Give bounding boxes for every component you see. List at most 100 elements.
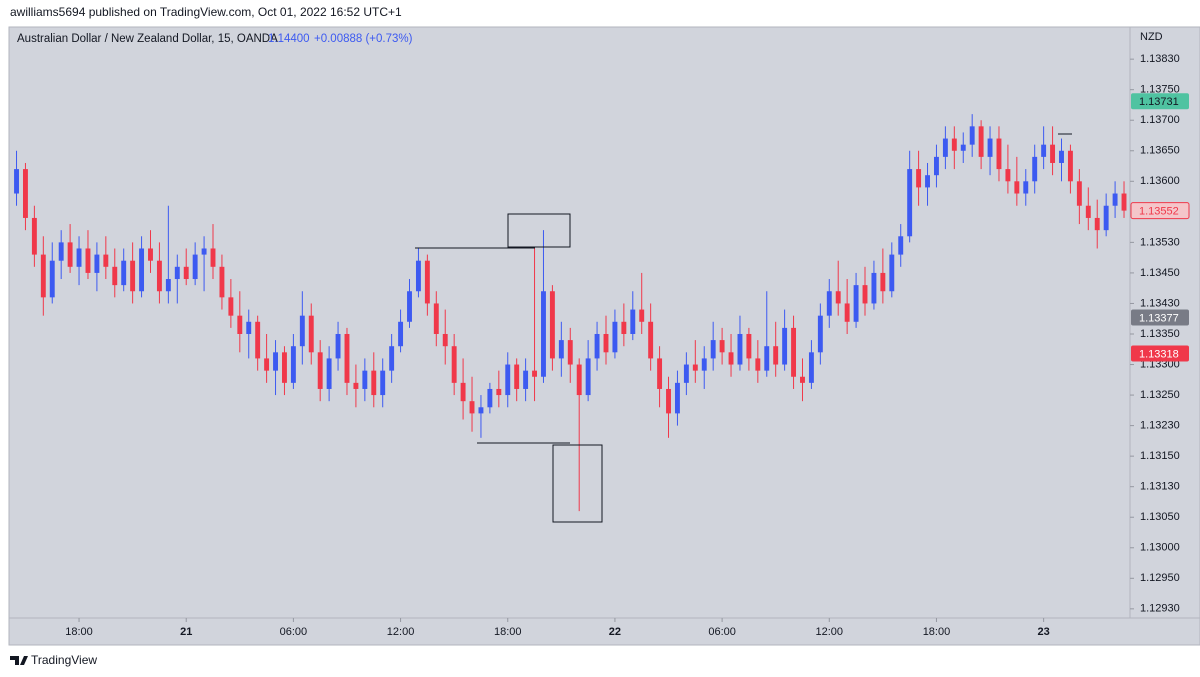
candle-body (558, 340, 564, 359)
candle-body (14, 169, 19, 194)
candle-body (380, 370, 386, 396)
candle-body (210, 248, 216, 267)
candle-body (22, 169, 28, 218)
candle-body (1005, 169, 1011, 182)
candle-body (442, 333, 448, 347)
y-tick-label: 1.13650 (1140, 145, 1180, 157)
candle-body (826, 291, 832, 316)
logo-icon (10, 656, 28, 665)
y-tick-label: 1.13000 (1140, 542, 1180, 554)
y-tick-label: 1.13150 (1140, 450, 1180, 462)
candle-body (1014, 181, 1020, 194)
candle-body (237, 315, 243, 334)
price-badge-label: 1.13731 (1139, 96, 1179, 108)
candle-body (1121, 193, 1127, 211)
candle-body (1032, 156, 1038, 182)
candle-body (764, 346, 770, 371)
y-tick-label: 1.13250 (1140, 389, 1180, 401)
candle-body (1076, 181, 1082, 206)
price-badge (1131, 345, 1189, 362)
candle-body (49, 260, 55, 298)
candle-body (415, 260, 421, 292)
candle-body (335, 333, 341, 359)
candle-body (174, 266, 180, 280)
candle-body (1050, 144, 1056, 163)
candle-body (701, 358, 707, 371)
candle-body (728, 352, 734, 365)
candle-body (1041, 144, 1047, 157)
axis-currency: NZD (1140, 31, 1163, 43)
candle-body (389, 346, 395, 371)
candle-body (58, 242, 64, 261)
candle-body (219, 266, 225, 298)
candle-body (585, 358, 591, 396)
candle-body (255, 321, 261, 359)
candle-body (1059, 150, 1064, 163)
highlight-box (552, 444, 603, 523)
candle-body (621, 321, 627, 334)
x-tick-label: 06:00 (280, 626, 308, 638)
price-badge-label: 1.13318 (1139, 348, 1179, 360)
x-tick-label: 18:00 (494, 626, 522, 638)
y-tick-label: 1.12930 (1140, 603, 1180, 615)
candle-body (273, 352, 278, 371)
candle-body (907, 169, 913, 237)
candle-body (630, 309, 636, 334)
candle-body (228, 297, 234, 316)
price-badge (1130, 202, 1190, 220)
candle-body (541, 291, 546, 377)
price-badge-label: 1.13552 (1139, 206, 1179, 218)
candle-body (487, 388, 493, 408)
candle-body (344, 333, 350, 383)
candle-body (666, 388, 671, 414)
symbol-title: Australian Dollar / New Zealand Dollar, … (17, 33, 278, 45)
candle-body (800, 376, 805, 383)
candle-body (326, 358, 332, 389)
candle-body (817, 315, 823, 353)
candle-body (773, 346, 779, 365)
candle-body (639, 309, 645, 322)
candle-body (514, 364, 520, 389)
candle-body (40, 254, 46, 298)
candle-body (782, 327, 788, 365)
candle-body (567, 340, 573, 365)
candle-body (103, 254, 109, 267)
candle-body (853, 285, 859, 322)
candle-body (755, 358, 761, 371)
candle-body (612, 321, 618, 353)
candle-body (791, 327, 797, 377)
candle-body (67, 242, 73, 267)
x-tick-label: 23 (1038, 626, 1050, 638)
candle-body (898, 236, 904, 255)
y-tick-label: 1.13700 (1140, 114, 1180, 126)
y-tick-label: 1.12950 (1140, 572, 1180, 584)
candle-body (692, 364, 698, 371)
logo-text: TradingView (31, 653, 97, 667)
drawings (415, 133, 1072, 523)
candle-body (844, 303, 850, 322)
publisher-note: awilliams5694 published on TradingView.c… (10, 5, 402, 19)
candle-body (165, 279, 171, 292)
candle-body (871, 272, 877, 304)
candle-body (710, 340, 716, 359)
candle-body (951, 138, 957, 151)
y-tick-label: 1.13230 (1140, 420, 1180, 432)
candle-body (121, 260, 127, 286)
y-tick-label: 1.13830 (1140, 53, 1180, 65)
y-tick-label: 1.13600 (1140, 175, 1180, 187)
candle-body (31, 217, 37, 255)
candle-body (505, 364, 511, 396)
x-tick-label: 18:00 (923, 626, 951, 638)
candle-body (683, 364, 689, 383)
candle-body (469, 401, 475, 414)
candle-body (549, 291, 555, 359)
candle-body (880, 272, 886, 292)
candle-body (576, 364, 582, 396)
candle-body (835, 291, 841, 304)
x-tick-label: 21 (180, 626, 192, 638)
tradingview-logo: TradingView (10, 653, 97, 667)
price-badge (1131, 309, 1189, 326)
y-tick-label: 1.13430 (1140, 297, 1180, 309)
candle-body (1023, 181, 1029, 194)
